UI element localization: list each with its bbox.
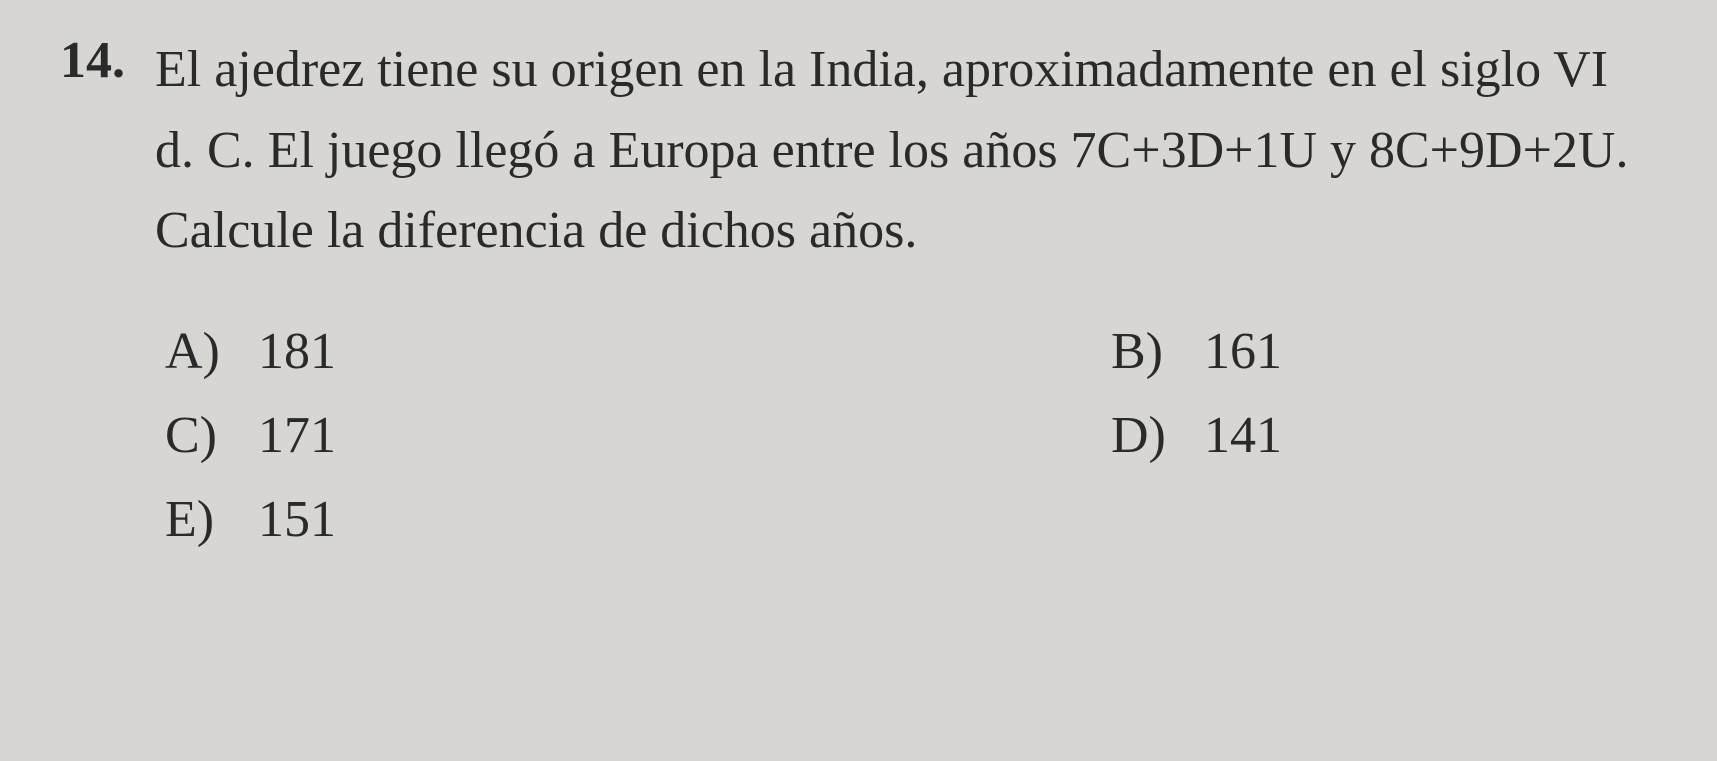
option-b: B) 161 xyxy=(1111,322,1657,381)
option-e-value: 151 xyxy=(258,491,336,548)
option-b-value: 161 xyxy=(1204,323,1282,380)
option-e: E) 151 xyxy=(165,490,711,549)
options-container: A) 181 B) 161 C) 171 D) 141 E) 151 xyxy=(155,322,1657,549)
option-b-label: B) xyxy=(1111,322,1191,381)
option-a: A) 181 xyxy=(165,322,711,381)
option-a-label: A) xyxy=(165,322,245,381)
option-e-label: E) xyxy=(165,490,245,549)
option-d: D) 141 xyxy=(1111,406,1657,465)
option-c-value: 171 xyxy=(258,407,336,464)
option-d-value: 141 xyxy=(1204,407,1282,464)
option-c: C) 171 xyxy=(165,406,711,465)
question-number: 14. xyxy=(60,30,125,92)
question-container: 14. El ajedrez tiene su origen en la Ind… xyxy=(60,30,1657,549)
option-d-label: D) xyxy=(1111,406,1191,465)
option-c-label: C) xyxy=(165,406,245,465)
option-a-value: 181 xyxy=(258,323,336,380)
question-content: El ajedrez tiene su origen en la India, … xyxy=(155,30,1657,549)
question-text: El ajedrez tiene su origen en la India, … xyxy=(155,30,1657,272)
